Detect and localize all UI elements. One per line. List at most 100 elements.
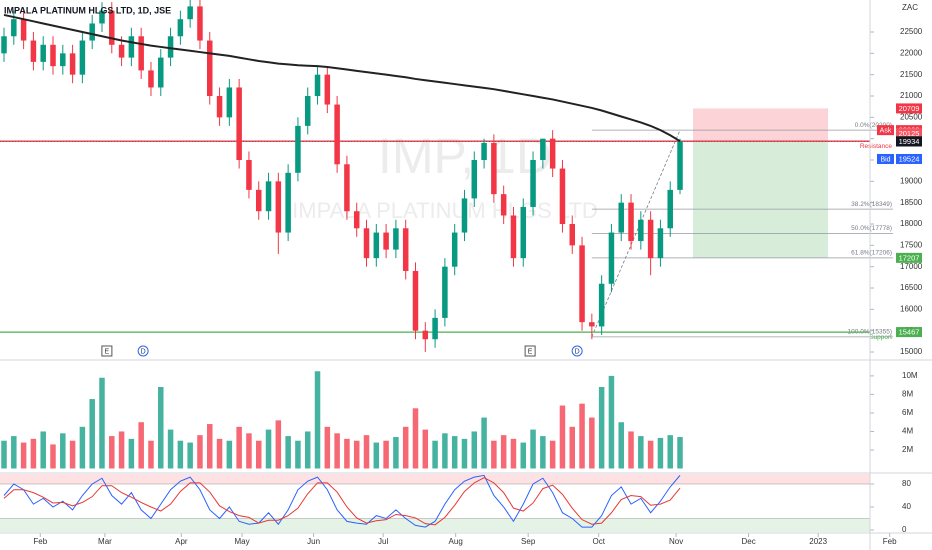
volume-bar [383, 440, 389, 469]
overbought-band [0, 474, 870, 485]
y-tick-label: 6M [902, 408, 913, 417]
y-tick-label: 10M [902, 371, 918, 380]
volume-bar [304, 431, 311, 469]
event-marker: E [524, 345, 536, 357]
event-badge [524, 345, 536, 357]
y-tick-label: 16000 [900, 304, 923, 313]
volume-bar [79, 426, 86, 469]
candle-body [11, 19, 17, 37]
x-tick-label: Mar [98, 537, 112, 546]
x-tick-label: Aug [449, 537, 463, 546]
volume-bar [520, 442, 527, 469]
price-label: 20125 [899, 129, 920, 138]
candle-body [79, 40, 86, 75]
volume-bar [569, 426, 575, 469]
price-label-box [896, 128, 922, 139]
y-tick-label: 19000 [900, 176, 923, 185]
stop-zone [693, 108, 828, 142]
price-label: 15467 [899, 328, 920, 337]
volume-bar [324, 426, 331, 469]
y-tick-label: 17000 [900, 262, 923, 271]
volume-bar [540, 436, 546, 469]
y-tick-label: 18500 [900, 198, 923, 207]
candle-body [324, 74, 331, 105]
volume-bar [471, 431, 478, 469]
x-tick-label: Dec [741, 537, 755, 546]
volume-bar [246, 433, 252, 469]
volume-bar [50, 444, 56, 469]
volume-bar [393, 437, 399, 469]
candle-body [99, 10, 105, 24]
volume-bar [334, 433, 340, 469]
candle-body [128, 36, 135, 58]
volume-bar [236, 426, 242, 469]
volume-bar [60, 433, 66, 469]
y-tick-label: 21500 [900, 70, 923, 79]
volume-bar [1, 440, 7, 469]
volume-bar [667, 435, 673, 469]
candle-body [295, 125, 301, 173]
y-tick-label: 15000 [900, 347, 923, 356]
y-tick-label: 2M [902, 445, 913, 454]
candle-body [30, 40, 37, 62]
candle-body [60, 53, 66, 67]
volume-bar [618, 422, 624, 469]
candle-body [138, 36, 144, 71]
candle-body [657, 228, 664, 259]
candle-body [207, 40, 213, 97]
volume-bar [344, 438, 350, 469]
candle-body [50, 44, 56, 67]
candle-body [471, 160, 478, 199]
volume-bar [197, 435, 203, 469]
y-tick-label: 8M [902, 390, 913, 399]
chart-title: IMPALA PLATINUM HLGS LTD, 1D, JSE [4, 5, 171, 15]
volume-bar [207, 424, 213, 469]
y-tick-label: 20500 [900, 112, 923, 121]
candle-body [451, 232, 458, 267]
price-label: 20709 [899, 104, 920, 113]
candle-body [167, 36, 174, 58]
volume-bar [500, 435, 507, 469]
volume-bar [109, 436, 115, 469]
volume-bar [265, 429, 272, 469]
volume-bar [608, 375, 615, 469]
volume-bar [363, 435, 370, 469]
volume-bar [295, 440, 301, 469]
candle-body [344, 164, 350, 212]
candle-body [481, 142, 487, 161]
candle-body [442, 266, 448, 318]
volume-bar [30, 438, 37, 469]
price-label: 17207 [899, 253, 920, 262]
candle-body [383, 232, 389, 250]
x-tick-label: Feb [33, 537, 47, 546]
event-label: E [105, 348, 110, 355]
volume-bar [216, 438, 223, 469]
volume-bar [559, 405, 566, 469]
volume-bar [549, 440, 556, 469]
candle-body [216, 96, 223, 118]
candle-body [677, 141, 683, 190]
volume-bar [402, 426, 409, 469]
volume-bar [628, 431, 634, 469]
y-tick-label: 4M [902, 427, 913, 436]
candle-body [540, 138, 546, 161]
volume-bar [589, 417, 595, 469]
y-tick-label: 40 [902, 502, 911, 511]
volume-bar [598, 387, 605, 469]
price-tag: Bid [880, 156, 890, 163]
x-tick-label: Jun [307, 537, 320, 546]
candle-body [510, 215, 517, 259]
event-badge [101, 345, 113, 357]
candle-body [177, 19, 184, 37]
volume-bar [118, 431, 125, 469]
candle-body [20, 19, 27, 41]
volume-bar [99, 377, 105, 469]
candle-body [246, 160, 252, 190]
stoch-k [3, 474, 681, 528]
candle-body [491, 142, 497, 195]
price-label-box [896, 136, 922, 147]
candle-body [255, 189, 262, 212]
candle-body [69, 53, 76, 75]
volume-bar [412, 408, 419, 469]
y-tick-label: 16500 [900, 283, 923, 292]
